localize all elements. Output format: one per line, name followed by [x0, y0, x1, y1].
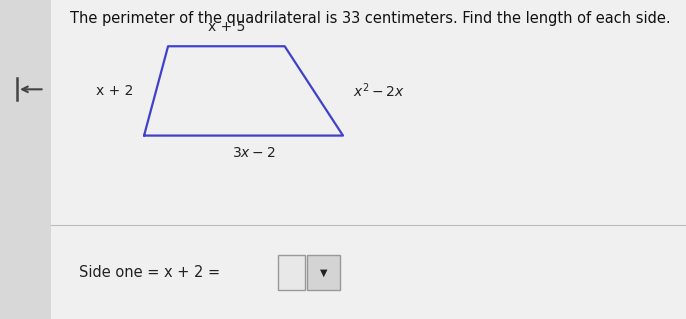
Text: ▼: ▼	[320, 268, 327, 278]
Text: x + 5: x + 5	[208, 20, 245, 34]
Text: x + 2: x + 2	[97, 84, 134, 98]
Bar	[278, 255, 305, 290]
FancyBboxPatch shape	[51, 0, 686, 319]
Bar	[307, 255, 340, 290]
Text: $x^2-2x$: $x^2-2x$	[353, 82, 405, 100]
Text: The perimeter of the quadrilateral is 33 centimeters. Find the length of each si: The perimeter of the quadrilateral is 33…	[70, 11, 671, 26]
Text: Side one = x + 2 =: Side one = x + 2 =	[79, 265, 224, 280]
Text: $3x-2$: $3x-2$	[232, 146, 276, 160]
